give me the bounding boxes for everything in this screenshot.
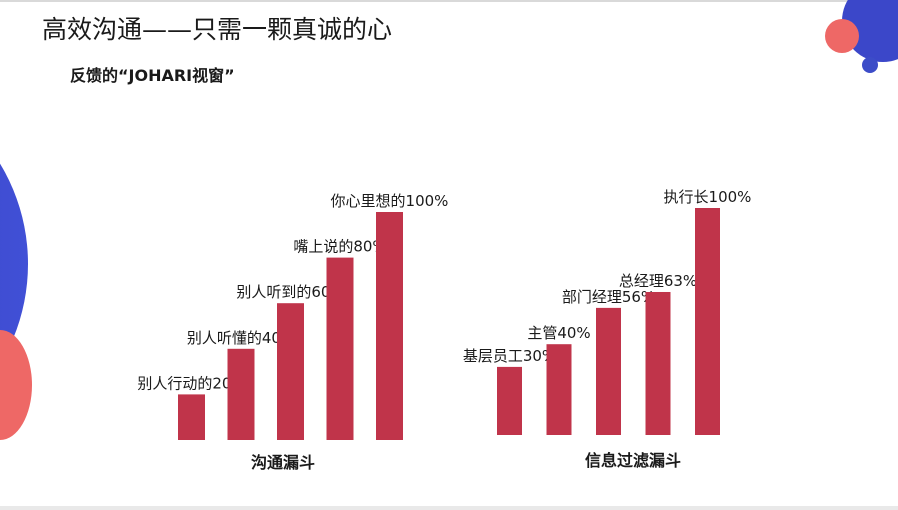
data-label-filter-3: 总经理63% [619,272,697,290]
slide-title: 高效沟通——只需一颗真诚的心 [42,15,393,44]
bar-communication-3 [326,257,354,440]
decorative-top-right-coral-circle [825,19,859,53]
bar-communication-4 [376,212,403,440]
bar-communication-1 [227,348,255,440]
bar-filter-1 [546,344,572,435]
bar-filter-4 [695,208,720,435]
data-label-filter-0: 基层员工30% [463,347,556,365]
top-border [0,0,898,2]
data-label-filter-2: 部门经理56% [562,288,655,306]
data-label-filter-4: 执行长100% [664,188,752,206]
bar-filter-2 [596,307,621,435]
bar-communication-2 [277,303,304,440]
decorative-top-right-small-dot [862,57,878,73]
bar-communication-0 [178,394,205,440]
data-label-communication-0: 别人行动的20% [137,374,245,392]
bar-filter-3 [645,291,671,435]
slide-subtitle: 反馈的“JOHARI视窗” [70,66,235,85]
bar-filter-0 [497,366,522,435]
information-filter-funnel-chart: 基层员工30% 主管40% 部门经理56%总经理63% 执行长100% 信息过滤漏斗 [463,188,752,470]
x-axis-label-filter: 信息过滤漏斗 [585,451,681,470]
data-label-filter-1: 主管40% [527,324,590,342]
data-label-communication-2: 别人听到的60% [236,283,344,301]
data-label-communication-3: 嘴上说的80% [293,238,386,256]
x-axis-label-communication: 沟通漏斗 [251,453,315,472]
communication-funnel-chart: 别人行动的20% 别人听懂的40% 别人听到的60% 嘴上说的80% 你心里想的100%… [137,192,448,472]
data-label-communication-1: 别人听懂的40% [187,329,295,347]
bottom-border [0,506,898,510]
data-label-communication-4: 你心里想的100% [331,192,449,210]
